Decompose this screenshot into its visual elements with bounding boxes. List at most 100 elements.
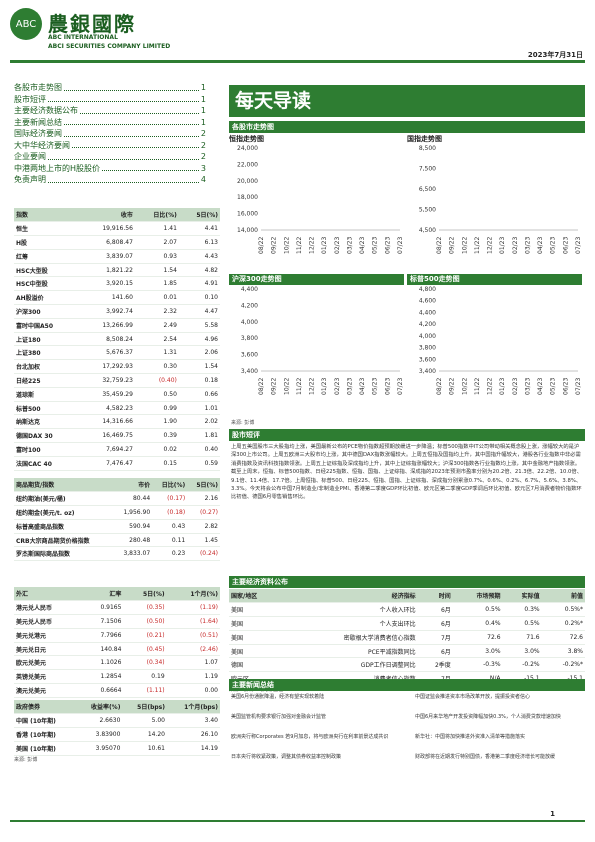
y-tick-label: 3,800 — [419, 345, 436, 352]
table-header-row: 国家/地区 经济指标 时间 市场预期 实际值 前值 — [229, 589, 585, 604]
y-tick-label: 3,800 — [241, 335, 258, 342]
toc-item[interactable]: 各股市走势图 1 — [14, 82, 206, 94]
toc-dots — [48, 151, 199, 160]
table-cell: 0.43 — [152, 519, 188, 534]
table-header-cell: 收益率(%) — [75, 700, 123, 715]
table-cell: 美国 — [229, 644, 283, 659]
x-tick-label: 07/23 — [397, 237, 404, 254]
toc-item[interactable]: 企业要闻 2 — [14, 151, 206, 163]
y-tick-label: 14,000 — [237, 227, 258, 234]
table-header-row: 商品期货/指数 市价 日比(%) 5日(%) — [14, 478, 220, 493]
table-cell: 1.31 — [134, 345, 179, 361]
x-tick-label: 08/22 — [436, 237, 443, 254]
table-cell: 1.85 — [134, 276, 179, 292]
table-cell: 590.94 — [112, 519, 153, 534]
table-cell: 0.93 — [134, 249, 179, 264]
toc-dots — [64, 117, 199, 125]
table-cell: 1,956.90 — [112, 505, 153, 520]
table-row: 美元兑人民币 7.1506 (0.50) (1.64) — [14, 614, 220, 629]
table-row: 纳斯达克 14,316.66 1.90 2.02 — [14, 414, 220, 430]
y-tick-label: 3,600 — [241, 352, 258, 359]
x-tick-label: 03/23 — [346, 378, 353, 395]
news-item: 美国监管机构要求银行加强对金融会计监管 — [231, 714, 327, 720]
y-tick-label: 3,400 — [419, 368, 436, 375]
table-cell: 英镑兑美元 — [14, 669, 82, 685]
toc-label: 国际经济要闻 — [14, 129, 62, 138]
charts-section-title: 各股市走势图 — [229, 121, 585, 133]
table-cell: 0.15 — [134, 456, 179, 471]
x-tick-label: 11/22 — [474, 237, 481, 254]
table-cell: 14.19 — [167, 741, 220, 756]
table-cell: 0.2%* — [541, 616, 585, 631]
table-cell: 0.66 — [178, 387, 220, 402]
table-cell: 0.4% — [452, 616, 503, 631]
table-row: 标普500 4,582.23 0.99 1.01 — [14, 401, 220, 416]
table-cell: 4.91 — [178, 276, 220, 292]
table-header-cell: 外汇 — [14, 587, 82, 602]
table-header-cell: 时间 — [417, 589, 453, 604]
table-cell: 2.16 — [187, 491, 220, 507]
company-subtitle-en: ABC INTERNATIONAL — [48, 34, 118, 41]
table-cell: 0.00 — [166, 683, 220, 698]
table-row: 英镑兑美元 1.2854 0.19 1.19 — [14, 669, 220, 685]
toc-label: 主要经济数据公布 — [14, 106, 78, 115]
table-cell: 3.83900 — [75, 727, 123, 742]
table-cell: 72.6 — [452, 630, 503, 645]
bond-source: 来源: 彭博 — [14, 756, 38, 763]
table-cell: 香港 (10年期) — [14, 727, 76, 742]
table-row: 美国 个人支出环比 6月 0.4% 0.5% 0.2%* — [229, 616, 585, 631]
toc-page: 4 — [200, 175, 206, 184]
toc-item[interactable]: 股市短评 1 — [14, 94, 206, 106]
table-cell: 0.10 — [178, 290, 220, 306]
table-row: 港元兑人民币 0.9165 (0.35) (1.19) — [14, 600, 220, 616]
x-tick-label: 03/23 — [524, 378, 531, 395]
y-tick-label: 4,600 — [419, 298, 436, 305]
toc-page: 1 — [200, 83, 206, 92]
table-cell: 6月 — [417, 644, 453, 659]
x-tick-label: 04/23 — [359, 237, 366, 254]
x-tick-label: 08/22 — [258, 378, 265, 395]
table-row: 恒生 19,916.56 1.41 4.41 — [14, 221, 220, 237]
table-cell: 4.96 — [178, 332, 220, 347]
econ-table: 国家/地区 经济指标 时间 市场预期 实际值 前值 美国 个人收入环比 6月 0.5% 0.3% 0.… — [229, 589, 585, 687]
table-row: 法国CAC 40 7,476.47 0.15 0.59 — [14, 456, 220, 471]
table-cell: 美国 — [229, 630, 283, 645]
table-cell: 2.07 — [134, 235, 179, 250]
x-tick-label: 08/22 — [436, 378, 443, 395]
table-cell: 14,316.66 — [79, 414, 135, 430]
toc-item[interactable]: 主要新闻总结 1 — [14, 117, 206, 129]
table-cell: 沪深300 — [14, 304, 80, 319]
toc-label: 主要新闻总结 — [14, 117, 62, 127]
toc-item[interactable]: 免责声明 4 — [14, 174, 206, 186]
table-cell: 2.02 — [178, 414, 220, 430]
table-cell: 2.32 — [134, 304, 179, 319]
table-cell: (0.17) — [152, 491, 188, 507]
y-tick-label: 3,400 — [241, 368, 258, 375]
table-cell: 3.8% — [541, 644, 585, 659]
toc-item[interactable]: 中港两地上市的H股股价 3 — [14, 163, 206, 175]
x-tick-label: 05/23 — [550, 237, 557, 254]
toc-label: 大中华经济要闻 — [14, 140, 70, 150]
table-cell: H股 — [14, 235, 80, 250]
toc-item[interactable]: 大中华经济要闻 2 — [14, 140, 206, 152]
econ-title: 主要经济资料公布 — [229, 576, 585, 588]
x-tick-label: 04/23 — [537, 237, 544, 254]
table-cell: -0.3% — [452, 657, 503, 673]
table-cell: 32,759.23 — [79, 373, 135, 388]
chart-panel: 沪深300走势图 4,400 4,200 4,000 3,800 3,600 3,400 08… — [229, 274, 404, 412]
y-tick-label: 4,400 — [419, 309, 436, 316]
table-cell: 恒生 — [14, 221, 80, 237]
table-cell: 4.41 — [178, 221, 220, 237]
table-cell: (1.64) — [166, 614, 220, 629]
table-cell: 澳元兑美元 — [14, 683, 82, 698]
table-row: 红筹 3,839.07 0.93 4.43 — [14, 249, 220, 264]
x-tick-label: 11/22 — [296, 237, 303, 254]
table-cell: 欧元兑美元 — [14, 655, 82, 671]
table-cell: 4.47 — [178, 304, 220, 319]
table-cell: 71.6 — [502, 630, 542, 645]
toc-item[interactable]: 主要经济数据公布 1 — [14, 105, 206, 117]
toc-item[interactable]: 国际经济要闻 2 — [14, 128, 206, 140]
table-header-cell: 1个月(bps) — [167, 700, 220, 715]
